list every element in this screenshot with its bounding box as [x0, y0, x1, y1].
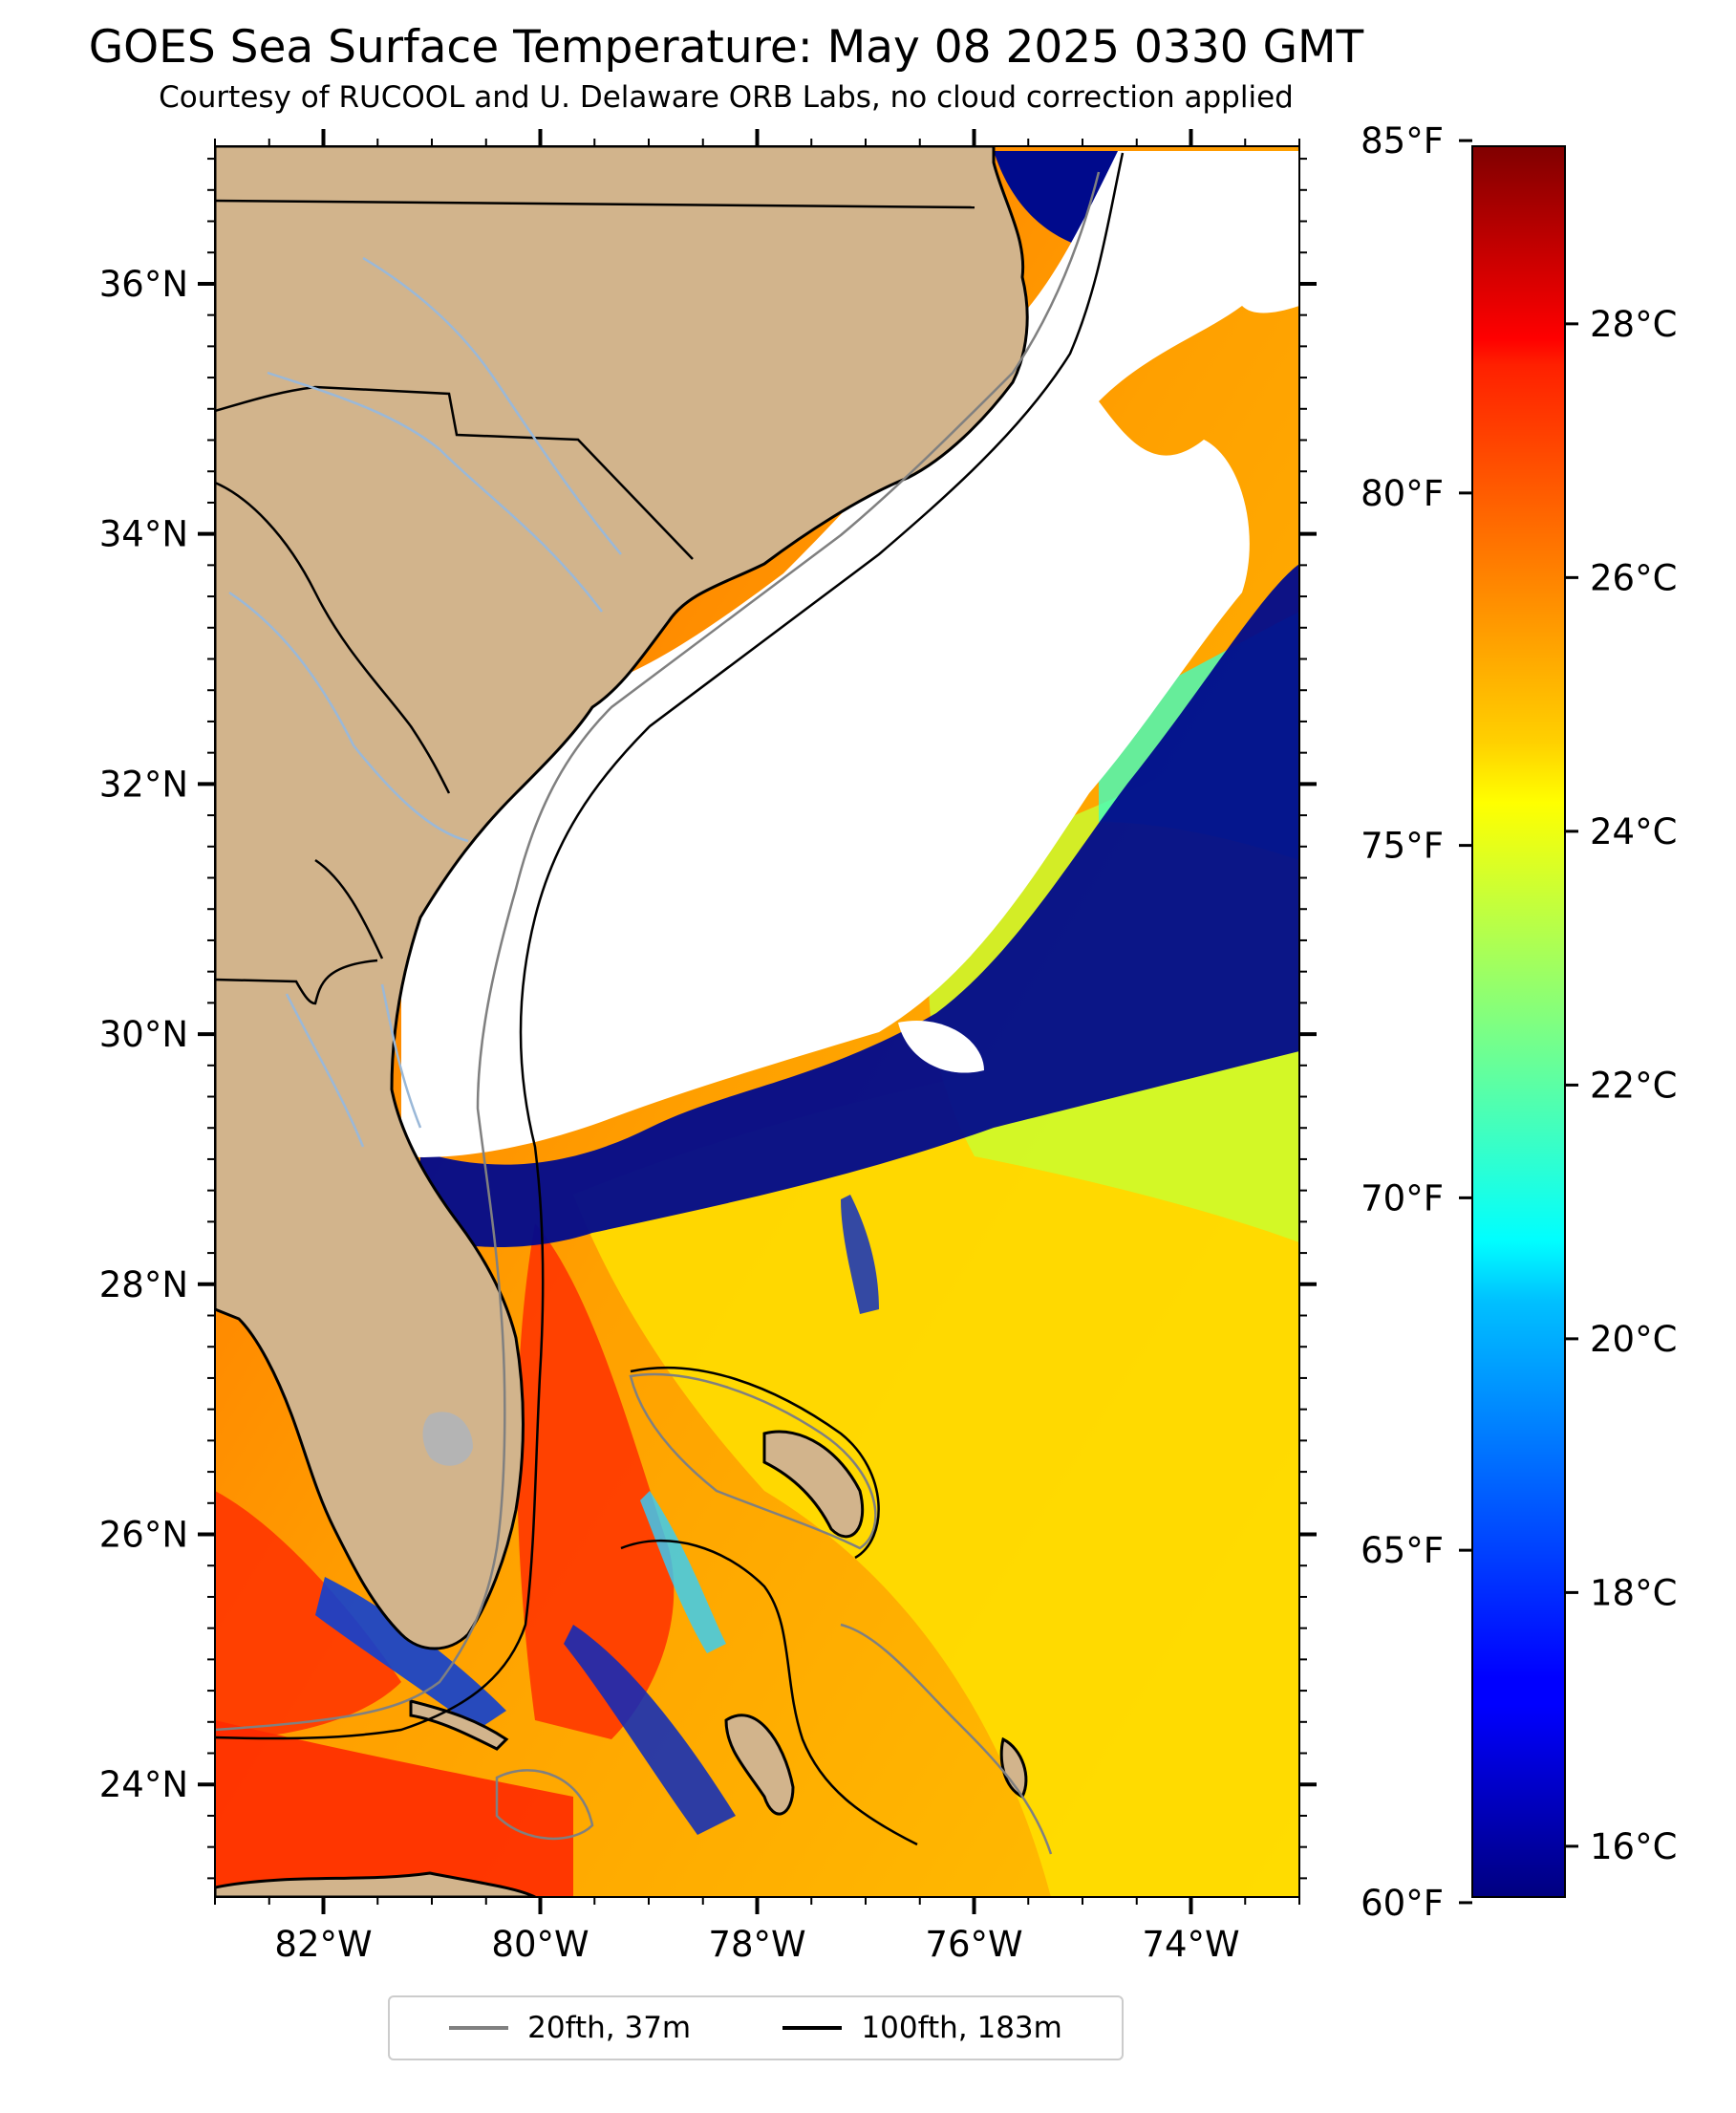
cloud-edge-band: [420, 564, 1299, 1247]
fahrenheit-tick-label: 70°F: [1361, 1177, 1444, 1218]
lat-tick-label: 30°N: [99, 1014, 188, 1055]
lat-tick-label: 26°N: [99, 1515, 188, 1556]
sst-straits-red: [215, 1720, 573, 1897]
lat-tick-label: 32°N: [99, 764, 188, 805]
celsius-tick-label: 24°C: [1590, 811, 1677, 852]
map-axes: 36°N 34°N 32°N 30°N 28°N 26°N 24°N 82°W 80°W 78°W…: [99, 129, 1317, 1965]
cloud-mask-gap: [898, 1021, 984, 1073]
legend-label-20fth: 20fth, 37m: [527, 2011, 692, 2045]
lat-tick-label: 36°N: [99, 264, 188, 305]
sst-warm-east: [573, 1013, 1299, 1897]
land-us-southeast: [215, 146, 1029, 1650]
sst-cool-streak-1: [315, 1577, 506, 1730]
legend-swatch-20fth: [449, 2026, 509, 2030]
bathymetry-20fth: [215, 171, 1101, 1855]
lon-tick-label: 74°W: [1142, 1924, 1239, 1965]
lat-tick-label: 28°N: [99, 1264, 188, 1305]
celsius-tick-label: 28°C: [1590, 304, 1677, 345]
lon-tick-label: 78°W: [708, 1924, 805, 1965]
lake-okeechobee: [422, 1412, 473, 1466]
colorbar-ticks: 16°C 18°C 20°C 22°C 24°C 26°C 28°C 60°F 65°F 70°F…: [1361, 120, 1677, 1924]
celsius-tick-label: 18°C: [1590, 1572, 1677, 1613]
lon-tick-label: 80°W: [491, 1924, 589, 1965]
celsius-tick-label: 16°C: [1590, 1826, 1677, 1867]
lat-tick-label: 34°N: [99, 514, 188, 555]
lon-tick-label: 76°W: [925, 1924, 1022, 1965]
fahrenheit-tick-label: 75°F: [1361, 826, 1444, 867]
state-borders: [215, 199, 975, 1005]
cloud-mask-main: [401, 151, 1250, 1157]
sst-cool-streak-2: [564, 1625, 736, 1835]
fahrenheit-tick-label: 65°F: [1361, 1530, 1444, 1571]
map-area: [215, 146, 1299, 1897]
celsius-tick-label: 26°C: [1590, 557, 1677, 598]
lat-tick-label: 24°N: [99, 1764, 188, 1805]
legend-item-20fth: 20fth, 37m: [449, 2011, 691, 2045]
legend-label-100fth: 100fth, 183m: [861, 2011, 1062, 2045]
cloud-mask-ne: [1242, 151, 1299, 313]
bahamas-islands: [409, 1430, 1028, 1816]
sst-gulf-of-mexico: [215, 1491, 401, 1739]
legend-swatch-100fth: [782, 2026, 843, 2030]
sst-cool-eddy: [841, 1195, 879, 1314]
celsius-tick-label: 20°C: [1590, 1319, 1677, 1360]
land-cuba: [215, 1871, 536, 1897]
rivers: [228, 256, 622, 1148]
bathymetry-100fth: [215, 152, 1125, 1846]
fahrenheit-tick-label: 80°F: [1361, 473, 1444, 514]
sst-cool-streak-3: [640, 1491, 726, 1653]
fahrenheit-tick-label: 60°F: [1361, 1883, 1444, 1924]
contour-legend: 20fth, 37m 100fth, 183m: [388, 1995, 1124, 2060]
celsius-tick-label: 22°C: [1590, 1065, 1677, 1106]
lon-tick-label: 82°W: [274, 1924, 372, 1965]
map-title: GOES Sea Surface Temperature: May 08 202…: [88, 21, 1364, 74]
legend-item-100fth: 100fth, 183m: [782, 2011, 1062, 2045]
map-subtitle: Courtesy of RUCOOL and U. Delaware ORB L…: [159, 80, 1294, 115]
sst-gulf-stream: [517, 1223, 675, 1739]
fahrenheit-tick-label: 85°F: [1361, 120, 1444, 162]
colorbar: [1471, 145, 1566, 1898]
